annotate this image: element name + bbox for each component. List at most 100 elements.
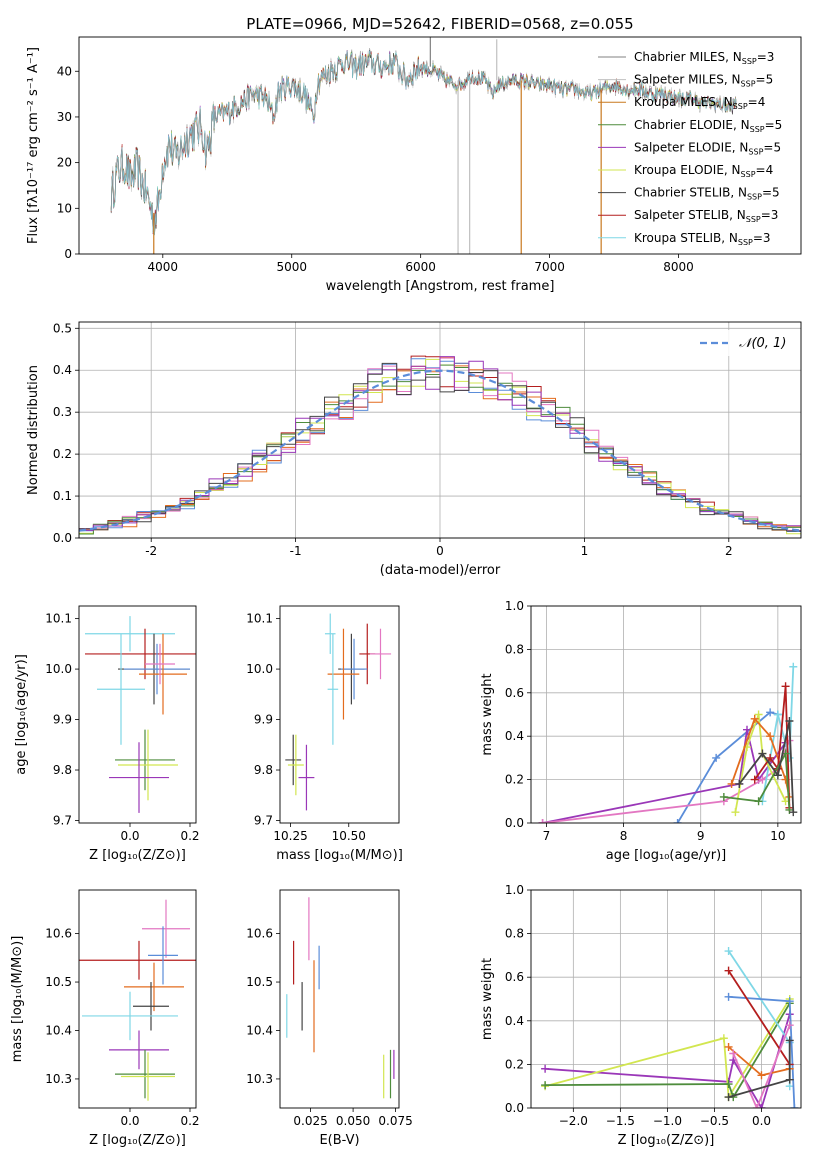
x-tick-label: -2 <box>145 544 157 558</box>
y-tick-label: 10.6 <box>45 927 72 941</box>
age-vs-mass-frame <box>279 605 400 824</box>
errorbar-point <box>145 643 175 685</box>
y-tick-label: 0.0 <box>505 1101 524 1115</box>
errorbar-point <box>124 643 190 695</box>
x-tick-label: 0.0 <box>752 1114 771 1128</box>
y-tick-label: 9.9 <box>53 713 72 727</box>
legend-entry: Kroupa MILES, NSSP=4 <box>634 95 765 111</box>
spectrum-axes: 4000 5000 6000 7000 8000 0 10 20 30 40 wavelength … <box>26 47 694 294</box>
errorbar-point <box>97 633 145 745</box>
weight-marker <box>754 710 763 719</box>
errorbar-point <box>124 962 184 1012</box>
y-tick-label: 0.1 <box>53 489 72 503</box>
errorbar-point <box>340 638 368 700</box>
weight-marker <box>785 1075 794 1084</box>
legend-entry: Chabrier MILES, NSSP=3 <box>634 50 774 66</box>
histograms <box>79 355 801 538</box>
x-tick-label: −1.0 <box>653 1114 682 1128</box>
y-axis-label: Flux [fλ10⁻¹⁷ erg cm⁻² s⁻¹ A⁻¹] <box>26 47 41 244</box>
errorbar-point <box>109 1030 169 1070</box>
x-tick-label: 5000 <box>276 260 307 274</box>
weight-marker <box>719 792 728 801</box>
weight-marker <box>541 1064 550 1073</box>
y-tick-label: 0.4 <box>505 1014 524 1028</box>
weight-marker <box>724 947 733 956</box>
mass-vs-EBV-frame <box>279 889 400 1109</box>
weight-marker <box>712 753 721 762</box>
mass-vs-Z-axes: 0.0 0.2 10.3 10.4 10.5 10.6 Z [log₁₀(Z/Z⊙)] mas… <box>10 927 200 1148</box>
weight-marker <box>757 1104 766 1108</box>
weight-marker <box>724 1093 733 1102</box>
x-tick-label: -1 <box>290 544 302 558</box>
weight-marker <box>785 997 794 1006</box>
errorbar-point <box>327 633 339 745</box>
weight-marker <box>785 1036 794 1045</box>
spectrum-legend: Chabrier MILES, NSSP=3 Salpeter MILES, NS… <box>598 50 782 247</box>
x-tick-label: 0.0 <box>120 1114 139 1128</box>
mass-vs-EBV-axes: 0.025 0.050 0.075 10.3 10.4 10.5 10.6 E(B-V) <box>246 927 412 1148</box>
spectrum-title: PLATE=0966, MJD=52642, FIBERID=0568, z=0… <box>246 15 633 33</box>
weight-marker <box>758 749 767 758</box>
x-tick-label: −1.5 <box>606 1114 635 1128</box>
age-vs-Z-frame <box>78 605 197 824</box>
weight-series-line <box>545 1002 791 1100</box>
y-tick-label: 0.8 <box>505 642 524 656</box>
x-tick-label: 7 <box>543 829 551 843</box>
weight-marker <box>724 1042 733 1051</box>
x-tick-label: 0.2 <box>180 1114 199 1128</box>
y-tick-label: 0.2 <box>505 1057 524 1071</box>
y-tick-label: 0.2 <box>505 773 524 787</box>
weight-marker <box>754 797 763 806</box>
y-tick-label: 0.4 <box>53 363 72 377</box>
errorbar-point <box>324 613 336 654</box>
y-tick-label: 0.3 <box>53 405 72 419</box>
y-tick-label: 0.2 <box>53 447 72 461</box>
weight-marker <box>766 753 775 762</box>
weight-series-line <box>676 711 779 823</box>
x-axis-label: age [log₁₀(age/yr)] <box>606 848 727 863</box>
y-tick-label: 0.4 <box>505 729 524 743</box>
y-tick-label: 10.6 <box>246 927 273 941</box>
x-tick-label: 8 <box>620 829 628 843</box>
weight-marker <box>538 819 547 823</box>
age-vs-Z-axes: 0.0 0.2 9.7 9.8 9.9 10.0 10.1 Z [log₁₀(Z/Z⊙)] ag… <box>14 612 200 863</box>
x-tick-label: 1 <box>581 544 589 558</box>
weight-marker <box>750 714 759 723</box>
legend-entry: Kroupa STELIB, NSSP=3 <box>634 231 771 247</box>
x-tick-label: 9 <box>697 829 705 843</box>
x-axis-label: (data-model)/error <box>380 563 501 578</box>
plot-layer: 4000 5000 6000 7000 8000010203040wavelength … <box>10 36 802 1148</box>
y-tick-label: 10.3 <box>45 1072 72 1086</box>
spectrum-series-line <box>110 50 737 236</box>
y-tick-label: 9.8 <box>53 763 72 777</box>
y-tick-label: 30 <box>57 110 72 124</box>
y-tick-label: 0 <box>64 247 72 261</box>
y-tick-label: 0.5 <box>53 321 72 335</box>
weight-vs-Z-frame <box>530 889 802 1109</box>
weight-marker <box>757 1071 766 1080</box>
x-tick-label: 2 <box>725 544 733 558</box>
x-axis-label: Z [log₁₀(Z/Z⊙)] <box>89 1133 186 1148</box>
weight-vs-age-axes: 7 8 9 10 0.0 0.2 0.4 0.6 0.8 1.0 age [log₁₀(age/yr… <box>480 599 801 863</box>
legend-background <box>690 330 795 356</box>
x-tick-label: −2.0 <box>559 1114 588 1128</box>
legend-entry: Chabrier STELIB, NSSP=5 <box>634 186 780 202</box>
age-vs-mass-axes: 10.25 10.50 9.7 9.8 9.9 10.0 10.1 mass [log₁₀(M… <box>246 612 402 863</box>
y-tick-label: 10.5 <box>45 975 72 989</box>
x-tick-label: 10 <box>770 829 785 843</box>
weight-marker <box>773 710 782 719</box>
y-tick-label: 40 <box>57 64 72 78</box>
y-tick-label: 10.5 <box>246 975 273 989</box>
weight-marker <box>781 682 790 691</box>
errorbar-point <box>142 899 190 958</box>
weight-marker <box>750 775 759 784</box>
weight-marker <box>673 819 682 823</box>
histogram-step <box>79 362 801 538</box>
y-tick-label: 10 <box>57 201 72 215</box>
x-tick-label: 0 <box>436 544 444 558</box>
residuals-axes: -2 -1 0 1 2 0.0 0.1 0.2 0.3 0.4 0.5 (data-model)/er… <box>26 321 801 578</box>
y-tick-label: 10.3 <box>246 1072 273 1086</box>
x-axis-label: E(B-V) <box>319 1133 359 1148</box>
y-axis-label: mass weight <box>480 673 495 755</box>
errorbar-point <box>133 982 169 1031</box>
